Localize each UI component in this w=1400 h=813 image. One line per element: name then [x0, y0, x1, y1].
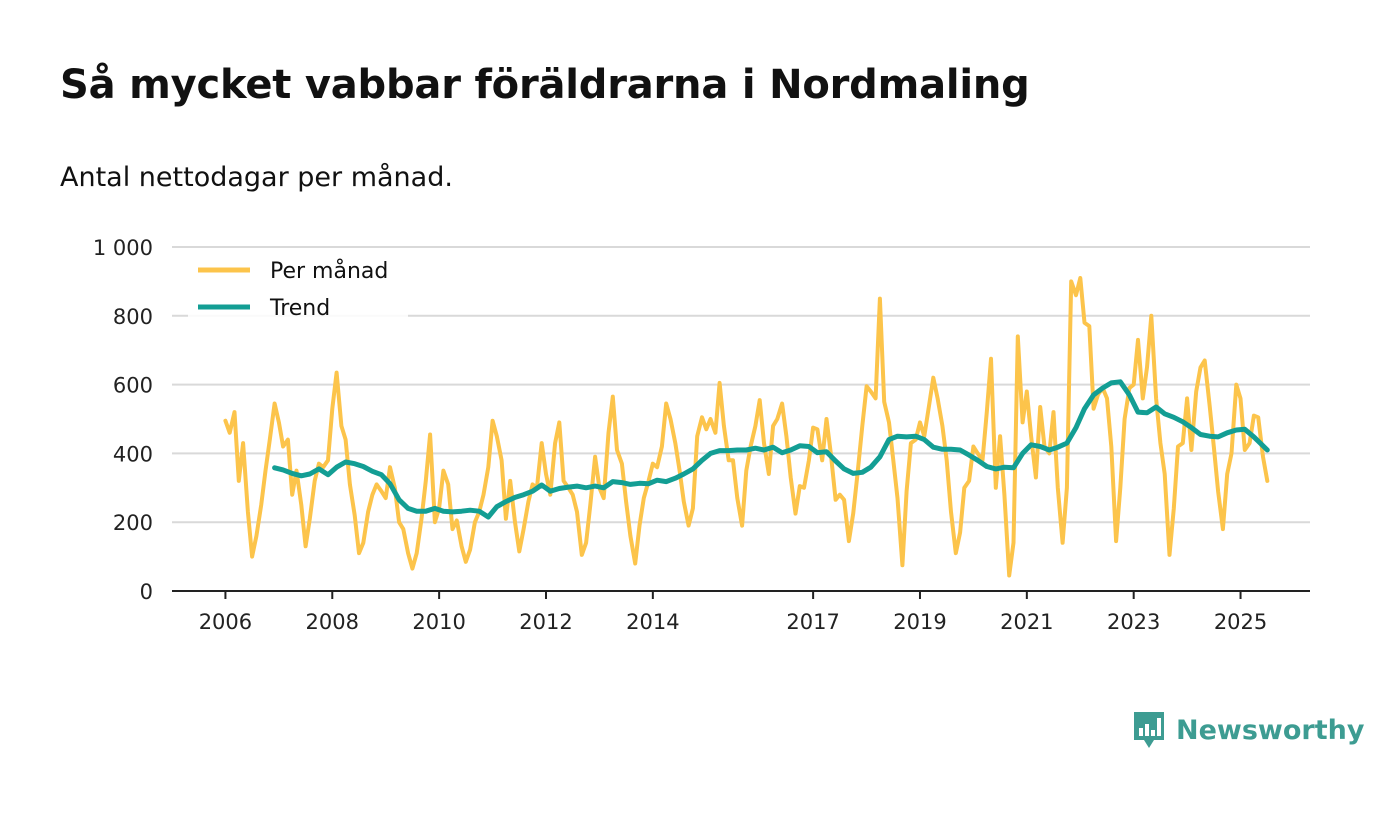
- y-tick-label: 600: [113, 374, 153, 398]
- y-tick-label: 400: [113, 442, 153, 466]
- x-tick-label: 2012: [519, 610, 572, 634]
- legend-label: Per månad: [270, 258, 388, 284]
- x-tick-label: 2025: [1214, 610, 1267, 634]
- x-tick-label: 2021: [1000, 610, 1053, 634]
- x-tick-label: 2019: [893, 610, 946, 634]
- x-tick-label: 2023: [1107, 610, 1160, 634]
- brand-name: Newsworthy: [1176, 714, 1365, 746]
- y-tick-label: 1 000: [93, 236, 153, 260]
- newsworthy-logo: Newsworthy: [1132, 710, 1364, 750]
- y-tick-label: 0: [140, 580, 153, 604]
- chart-title: Så mycket vabbar föräldrarna i Nordmalin…: [60, 62, 1030, 108]
- series-line-trend: [272, 379, 1270, 520]
- x-tick-label: 2010: [412, 610, 465, 634]
- newsworthy-logo-icon: [1134, 712, 1164, 748]
- x-tick-label: 2014: [626, 610, 679, 634]
- legend-label: Trend: [269, 296, 330, 321]
- x-tick-label: 2006: [199, 610, 252, 634]
- y-tick-label: 800: [113, 305, 153, 329]
- x-tick-label: 2008: [306, 610, 359, 634]
- x-tick-label: 2017: [786, 610, 839, 634]
- chart-subtitle: Antal nettodagar per månad.: [60, 162, 453, 193]
- series-line-per-manad: [223, 276, 1270, 578]
- y-tick-label: 200: [113, 511, 153, 535]
